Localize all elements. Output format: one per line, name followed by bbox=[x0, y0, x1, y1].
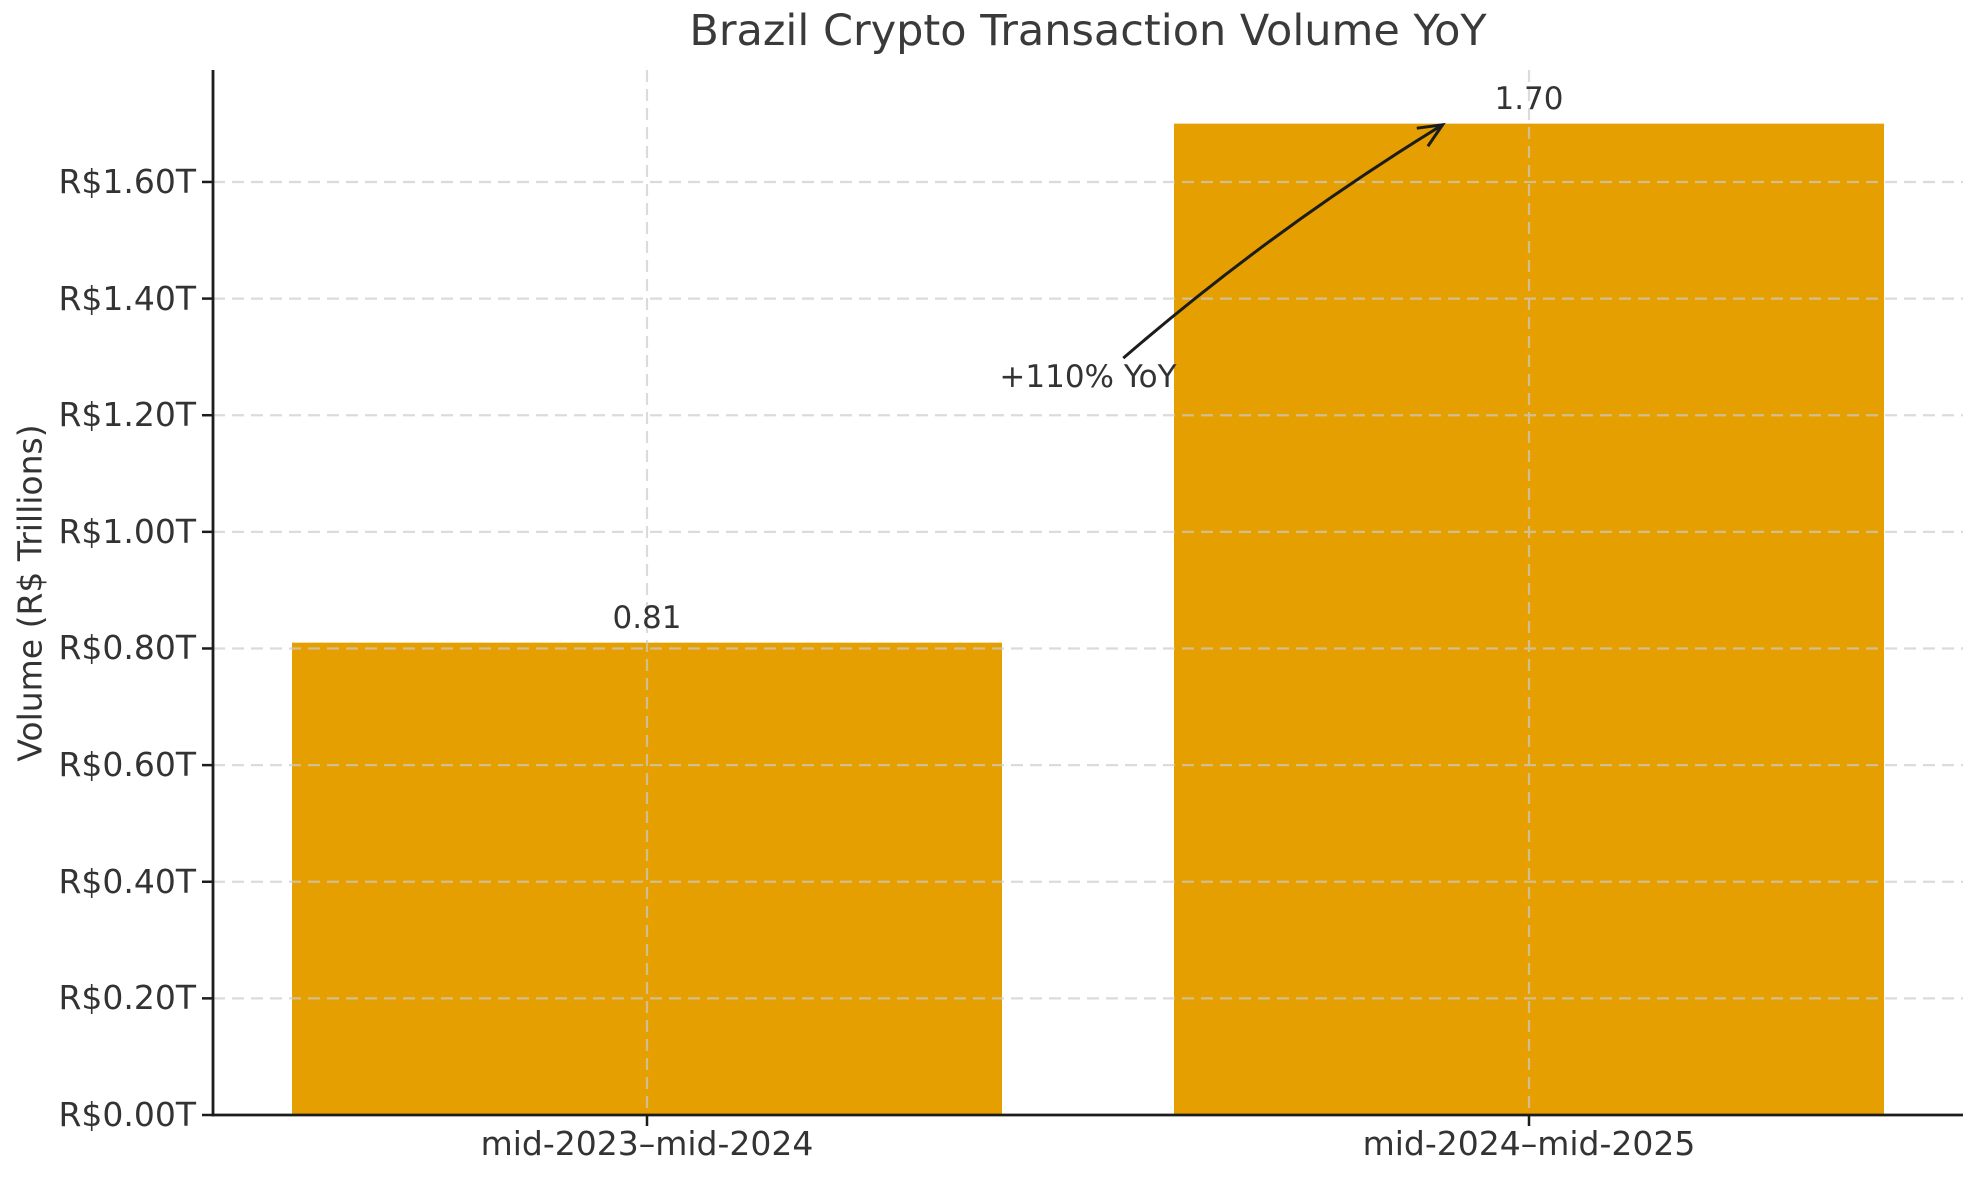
y-tick-label: R$1.40T bbox=[58, 278, 196, 318]
bar-mid-2023-mid-2024 bbox=[292, 642, 1002, 1115]
chart-title: Brazil Crypto Transaction Volume YoY bbox=[689, 6, 1487, 56]
y-axis-label: Volume (R$ Trillions) bbox=[10, 424, 50, 762]
y-tick-label: R$0.60T bbox=[58, 745, 196, 785]
y-tick-label: R$1.00T bbox=[58, 511, 196, 551]
y-tick-label: R$0.80T bbox=[58, 628, 196, 668]
y-tick-label: R$0.40T bbox=[58, 861, 196, 901]
gridlines bbox=[213, 70, 1963, 1115]
x-tick-label-mid-2024-mid-2025: mid-2024–mid-2025 bbox=[1362, 1124, 1696, 1163]
y-tick-label: R$0.00T bbox=[58, 1095, 196, 1134]
y-tick-label: R$1.60T bbox=[58, 161, 196, 201]
annotation-text: +110% YoY bbox=[999, 358, 1177, 395]
bar-value-label: 0.81 bbox=[612, 599, 682, 636]
bar-mid-2024-mid-2025 bbox=[1174, 123, 1884, 1116]
y-tick-label: R$0.20T bbox=[58, 978, 196, 1018]
y-tick-label: R$1.20T bbox=[58, 395, 196, 435]
annotation-arrow bbox=[1122, 122, 1446, 360]
axes bbox=[202, 70, 1963, 1126]
bar-value-label: 1.70 bbox=[1494, 80, 1564, 117]
arrow-line bbox=[1122, 123, 1444, 360]
arrow-head bbox=[1416, 122, 1446, 148]
x-tick-label-mid-2023-mid-2024: mid-2023–mid-2024 bbox=[480, 1124, 814, 1163]
